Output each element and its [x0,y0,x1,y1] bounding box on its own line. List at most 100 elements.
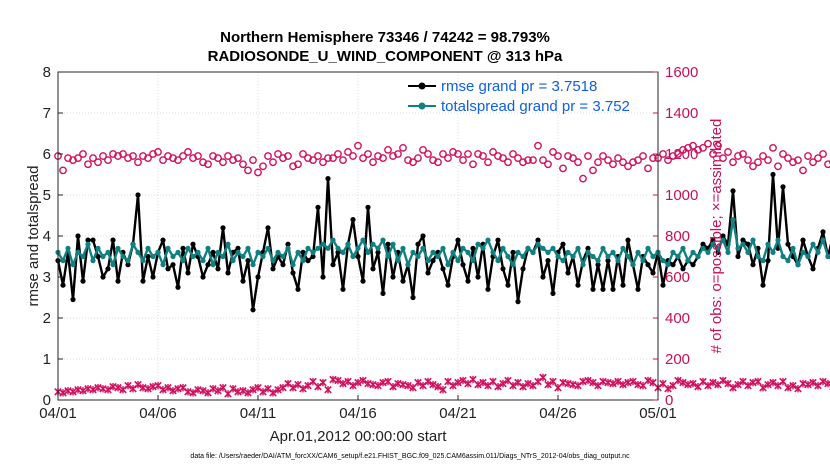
obs-assimilated-point [589,378,597,387]
totalspread-point [435,253,441,260]
totalspread-point [125,258,131,264]
totalspread-point [800,249,806,255]
totalspread-point [425,258,431,264]
obs-assimilated-point [744,381,752,390]
totalspread-point [305,245,311,251]
obs-possible-point [204,160,212,169]
obs-possible-point [349,152,357,160]
rmse-point [70,296,76,303]
obs-assimilated-point [269,389,277,397]
obs-assimilated-point [449,381,457,390]
rmse-point [410,294,416,301]
obs-possible-point [174,156,182,165]
rmse-point [745,241,751,247]
rmse-point [205,262,211,268]
rmse-point [135,192,141,198]
obs-assimilated-point [209,384,217,393]
obs-possible-point [534,141,542,150]
totalspread-point [215,249,221,255]
axis-layer: 0 1 2 3 4 5 6 7 8 0 200 400 600 800 1000 1200 1400 1600 04… [39,64,698,422]
obs-possible-point [689,141,697,150]
totalspread-point [505,253,511,260]
obs-assimilated-point [404,381,412,390]
totalspread-point [620,245,626,251]
totalspread-point [110,262,116,268]
totalspread-point [460,245,466,251]
data-layer [54,139,830,398]
obs-possible-point [819,150,827,158]
obs-possible-point [509,150,517,158]
totalspread-point [580,262,586,268]
rmse-point [320,274,326,280]
totalspread-point [495,258,501,264]
rmse-point [605,258,611,264]
rmse-point [445,282,451,288]
obs-possible-point [744,156,752,165]
obs-possible-point [704,139,712,148]
obs-possible-point [179,152,187,160]
totalspread-point [770,249,776,255]
rmse-point [600,286,606,292]
rmse-point [750,262,756,268]
obs-assimilated-point [779,377,787,386]
obs-assimilated-point [59,389,67,397]
totalspread-point [65,245,71,251]
obs-possible-point [244,166,252,175]
obs-possible-point [119,150,127,158]
totalspread-point [80,253,86,260]
obs-possible-point [59,166,67,175]
obs-assimilated-point [414,378,422,387]
rmse-point [95,253,101,260]
totalspread-point [255,249,261,255]
obs-assimilated-point [214,387,222,395]
rmse-point [280,262,286,268]
obs-assimilated-point [89,385,97,394]
totalspread-point [485,237,491,243]
rmse-point [150,274,156,280]
obs-possible-point [239,160,247,169]
rmse-point [380,290,386,296]
totalspread-point [595,258,601,264]
rmse-point [535,237,541,243]
obs-assimilated-point [609,379,617,388]
totalspread-point [540,245,546,251]
obs-possible-point [524,156,532,165]
obs-possible-point [469,160,477,169]
rmse-point [635,286,641,292]
totalspread-point [735,245,741,251]
obs-assimilated-point [824,379,830,388]
obs-assimilated-point [189,389,197,397]
totalspread-point [635,249,641,255]
totalspread-point [260,253,266,260]
obs-possible-point [759,152,767,160]
obs-possible-point [224,152,232,160]
rmse-point [250,307,256,313]
rmse-point [430,258,436,264]
totalspread-point [335,245,341,251]
obs-possible-point [719,154,727,163]
totalspread-point [730,217,736,223]
rmse-point [500,266,506,272]
totalspread-point [170,253,176,260]
obs-assimilated-point [509,381,517,390]
rmse-point [360,278,366,284]
obs-assimilated-point [169,387,177,395]
rmse-point [565,270,571,276]
y-right-tick-label: 600 [665,269,690,286]
obs-assimilated-point [324,385,332,394]
rmse-point [100,274,106,280]
obs-possible-point [294,160,302,169]
obs-possible-point [824,160,830,169]
obs-assimilated-point [359,376,367,385]
totalspread-point [370,241,376,247]
totalspread-point [500,245,506,251]
obs-possible-point [739,150,747,158]
rmse-point [545,258,551,264]
totalspread-point [645,245,651,251]
rmse-point [215,266,221,272]
totalspread-point [295,249,301,255]
rmse-point [800,237,806,243]
obs-assimilated-point [809,378,817,387]
totalspread-point [815,249,821,255]
obs-possible-point [79,150,87,158]
